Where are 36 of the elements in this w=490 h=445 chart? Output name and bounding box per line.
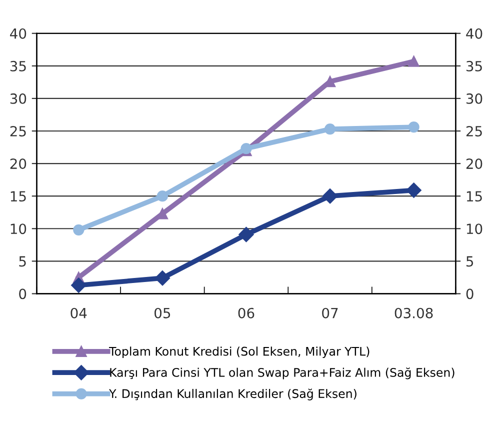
y-tick-label: 40	[10, 28, 26, 39]
y-tick-label: 20	[10, 158, 26, 170]
y2-tick-label: 5	[466, 256, 474, 267]
y-tick-label: 25	[10, 126, 26, 136]
y2-tick-label: 35	[466, 60, 482, 72]
y-tick-label: 35	[10, 60, 26, 72]
y2-tick-label: 10	[466, 224, 482, 234]
point	[408, 56, 420, 67]
point	[324, 123, 336, 135]
point	[238, 226, 254, 242]
y2-tick-label: 40	[466, 28, 482, 39]
y2-tick-label: 15	[466, 191, 482, 202]
point	[71, 278, 86, 293]
point	[322, 188, 338, 204]
y-tick-label: 10	[10, 224, 26, 234]
x-tick-label: 03.08	[394, 308, 433, 318]
x-tick-label: 04	[70, 308, 87, 318]
x-tick-label: 05	[154, 308, 170, 318]
y-tick-label: 30	[10, 93, 26, 104]
y-tick-label: 0	[19, 288, 26, 300]
y2-tick-label: 20	[466, 158, 482, 170]
legend-label: Toplam Konut Kredisi (Sol Eksen, Milyar YTL)	[108, 346, 370, 358]
y-tick-label: 15	[10, 191, 26, 202]
x-tick-label: 07	[322, 308, 338, 318]
point	[406, 182, 422, 198]
legend-label: Karşı Para Cinsi YTL olan Swap Para+Faiz Alım (Sağ Eksen)	[110, 367, 454, 380]
point	[154, 270, 170, 286]
x-tick-label: 06	[238, 308, 254, 318]
y2-tick-label: 0	[466, 288, 474, 300]
y2-tick-label: 25	[466, 126, 482, 136]
point	[156, 190, 168, 202]
legend-label: Y. Dışından Kullanılan Krediler (Sağ Eksen)	[109, 388, 356, 400]
point	[408, 122, 420, 133]
y-tick-label: 5	[19, 256, 26, 267]
point	[73, 224, 84, 236]
y2-tick-label: 30	[466, 93, 482, 104]
